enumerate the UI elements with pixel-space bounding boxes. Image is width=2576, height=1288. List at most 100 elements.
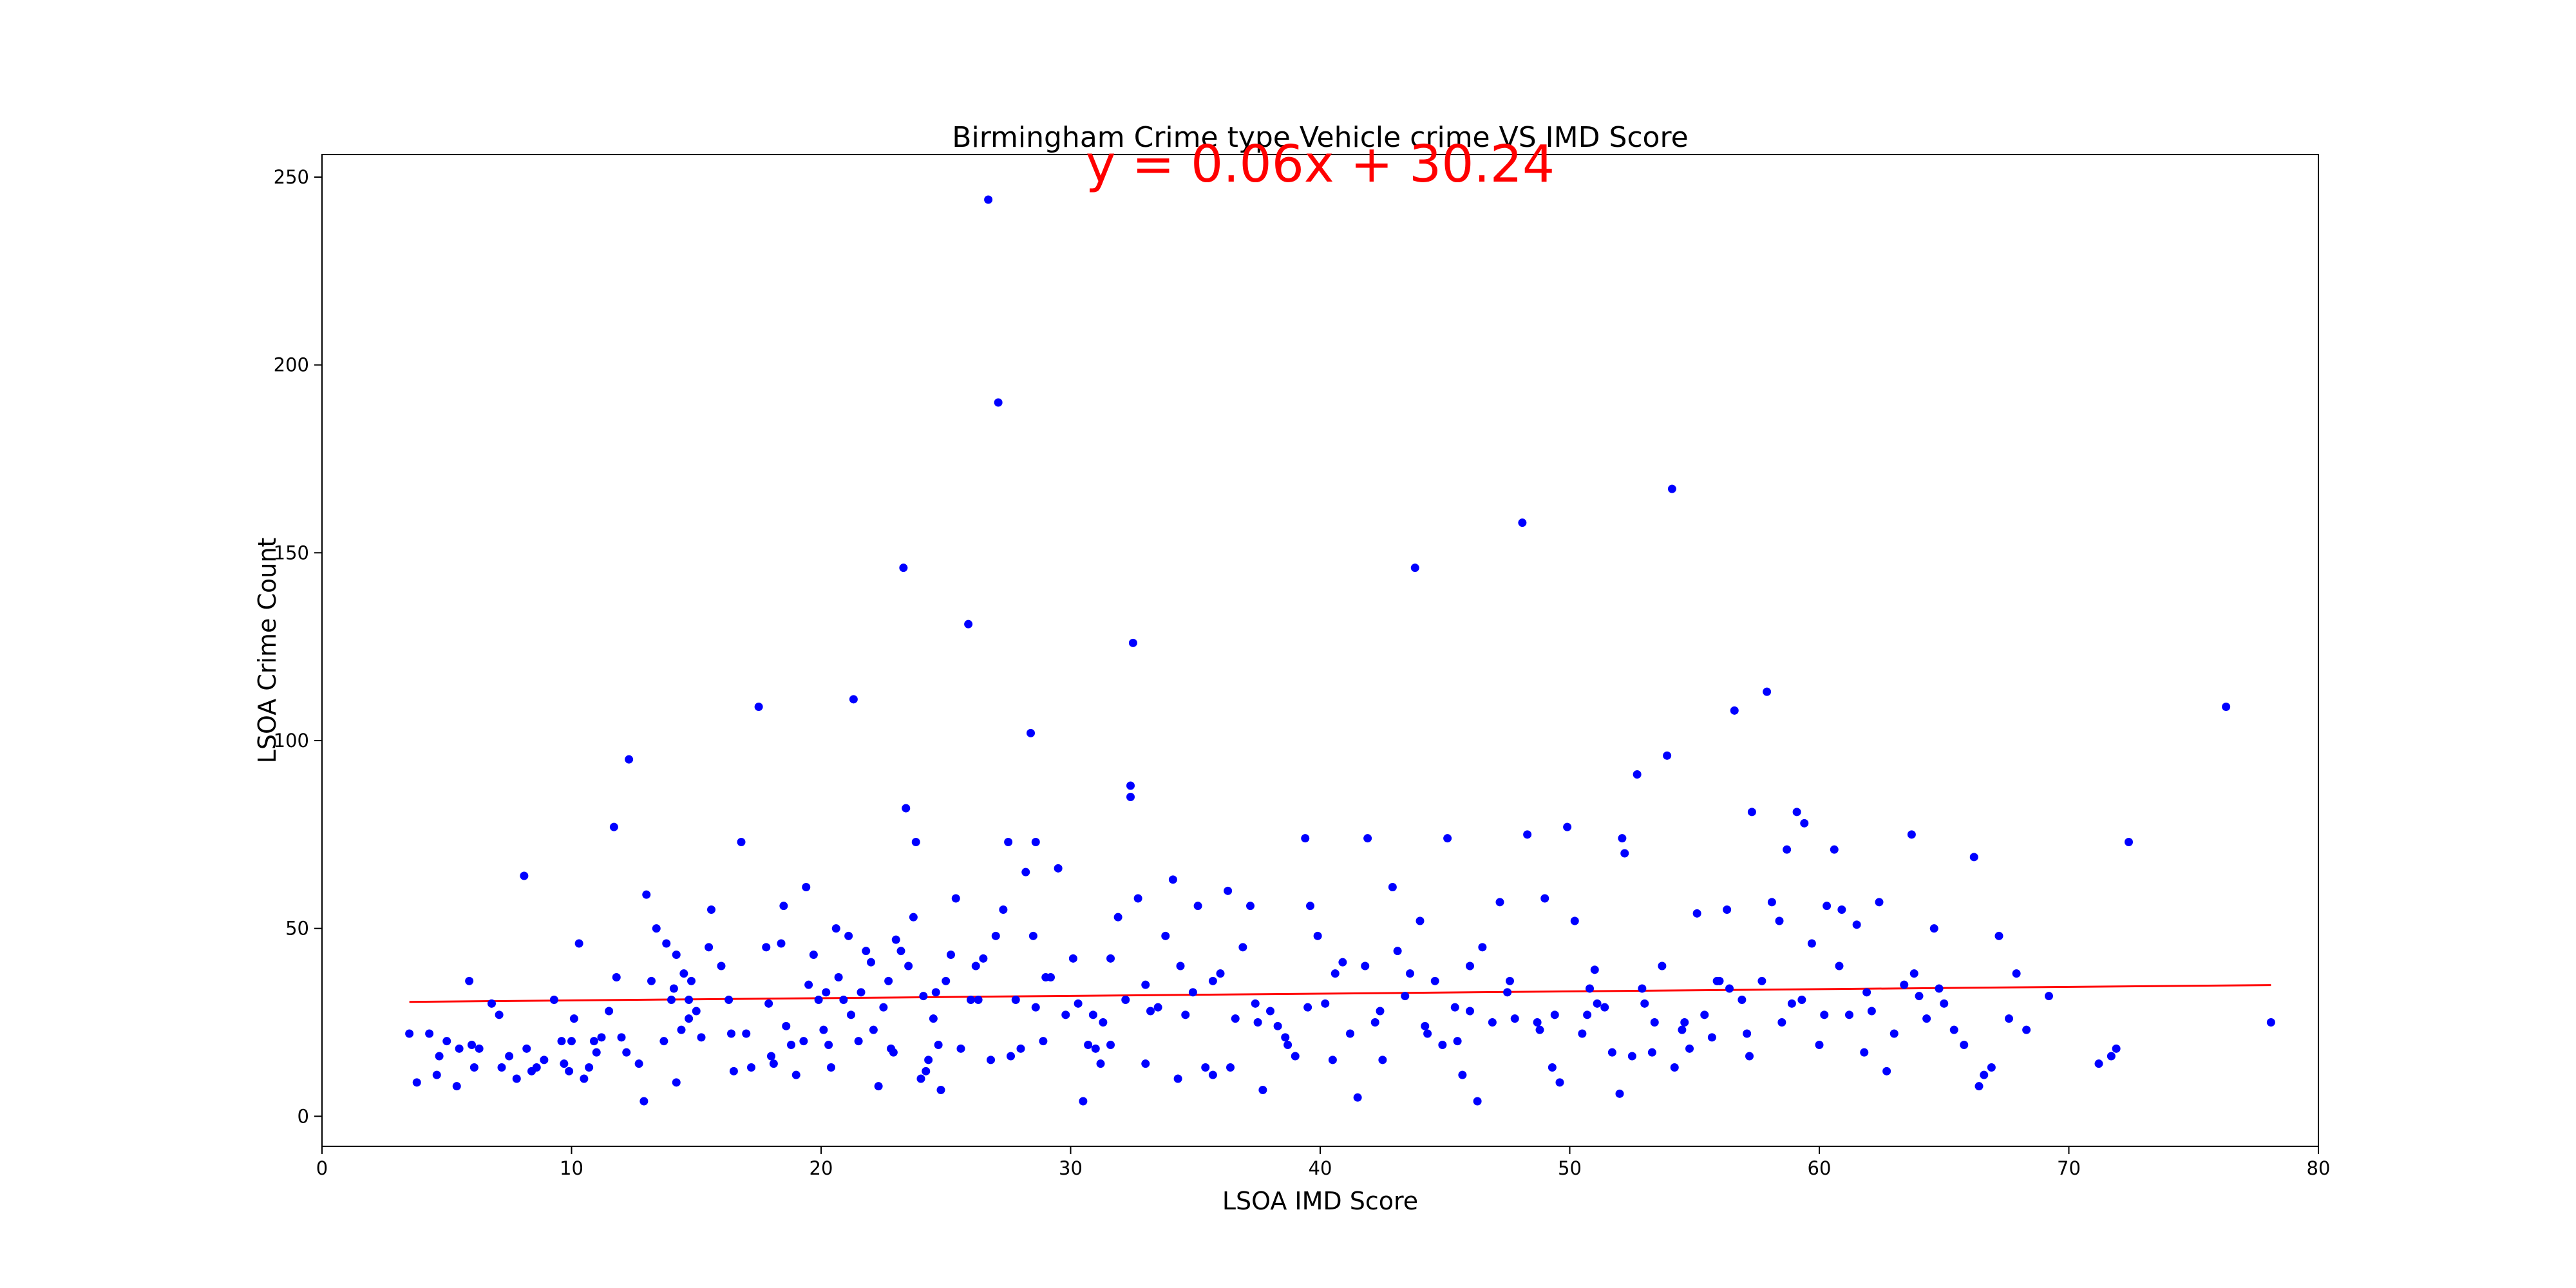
data-point [1291,1052,1300,1061]
data-point [919,992,928,1001]
data-point [916,1074,925,1083]
data-point [974,996,983,1004]
data-point [979,954,988,963]
data-point [2005,1014,2013,1023]
data-point [1421,1021,1430,1030]
data-point [1061,1010,1070,1019]
data-point [1845,1010,1853,1019]
data-point [1723,905,1732,914]
data-point [565,1066,574,1075]
data-point [1743,1029,1752,1038]
data-point [1763,687,1772,696]
data-point [1079,1097,1088,1106]
data-point [762,943,771,952]
data-point [899,564,908,573]
data-point [824,1041,833,1049]
data-point [827,1063,835,1072]
data-point [1922,1014,1931,1023]
data-point [1224,886,1233,895]
data-point [597,1033,606,1042]
data-point [1707,1033,1716,1042]
data-point [707,905,715,914]
data-point [747,1063,755,1072]
data-point [922,1066,931,1075]
data-point [891,935,900,944]
regression-line [409,984,2271,1003]
data-point [549,996,558,1004]
data-point [1949,1025,1958,1034]
data-point [1620,849,1629,858]
data-point [495,1010,504,1019]
data-point [874,1082,883,1091]
data-point [1506,976,1514,985]
data-point [1106,1041,1115,1049]
data-point [1540,894,1549,903]
x-tick-label: 50 [1558,1157,1582,1179]
data-point [1378,1056,1387,1065]
data-point [488,999,496,1008]
data-point [685,996,694,1004]
data-point [1328,1056,1337,1065]
data-point [1168,875,1177,884]
data-point [574,939,583,948]
data-point [1126,781,1135,790]
data-point [1835,961,1844,971]
data-point [1745,1052,1754,1061]
data-point [685,1014,694,1023]
data-point [1201,1063,1210,1072]
data-point [802,883,811,891]
data-point [1700,1010,1709,1019]
data-point [1113,913,1122,922]
data-point [1193,902,1202,911]
data-point [2266,1018,2275,1027]
data-point [1670,1063,1679,1072]
data-point [902,804,911,813]
data-point [1458,1070,1467,1079]
regression-equation: y = 0.06x + 30.24 [1086,135,1555,194]
data-point [585,1063,594,1072]
data-point [814,996,823,1004]
data-point [1969,853,1978,862]
data-point [879,1003,888,1012]
data-point [522,1044,531,1053]
data-point [936,1086,945,1094]
data-point [1004,838,1013,846]
data-point [1852,920,1861,929]
data-point [1226,1063,1235,1072]
data-point [609,822,618,831]
data-point [847,1010,855,1019]
data-point [1370,1018,1379,1027]
data-point [697,1033,706,1042]
data-point [1590,965,1599,974]
data-point [1430,976,1439,985]
data-point [1518,518,1527,527]
data-point [592,1048,601,1057]
data-point [1593,999,1602,1008]
x-tick-label: 40 [1309,1157,1332,1179]
data-point [625,755,634,764]
data-point [729,1066,738,1075]
data-point [1488,1018,1497,1027]
data-point [465,976,474,985]
data-point [1251,999,1260,1008]
data-point [1680,1018,1689,1027]
data-point [1238,943,1247,952]
data-point [904,961,913,971]
data-point [687,976,696,985]
data-point [520,871,529,880]
data-point [1889,1029,1899,1038]
data-point [540,1056,549,1065]
data-point [971,961,980,971]
data-point [1882,1066,1891,1075]
data-point [754,703,763,711]
data-point [1021,867,1030,876]
data-point [560,1059,569,1068]
data-point [924,1056,933,1065]
data-point [769,1059,778,1068]
x-tick-label: 80 [2307,1157,2331,1179]
data-point [869,1025,878,1034]
data-point [652,924,661,933]
data-point [1388,883,1397,891]
data-point [1523,830,1532,839]
